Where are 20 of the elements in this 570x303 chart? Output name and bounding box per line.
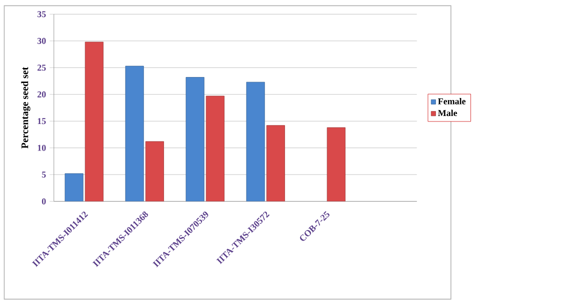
bar — [206, 96, 224, 202]
bar — [84, 42, 104, 202]
bar — [246, 82, 265, 202]
y-tick-label: 10 — [38, 144, 46, 151]
bar — [266, 124, 285, 202]
legend-label: Female — [438, 98, 466, 104]
bar — [186, 76, 204, 202]
y-tick-label: 25 — [38, 64, 46, 70]
legend-label: Male — [438, 110, 458, 116]
bar — [326, 127, 346, 202]
y-tick-label: 15 — [38, 118, 46, 124]
y-axis-title: Percentage seed set — [21, 66, 30, 148]
y-tick-label: 0 — [42, 198, 46, 204]
y-tick-label: 35 — [37, 10, 46, 17]
y-tick-label: 30 — [37, 38, 46, 44]
bar — [145, 141, 164, 202]
y-tick-label: 5 — [42, 171, 46, 178]
bar — [64, 173, 84, 202]
bar — [125, 66, 144, 202]
y-tick-label: 20 — [38, 91, 46, 98]
